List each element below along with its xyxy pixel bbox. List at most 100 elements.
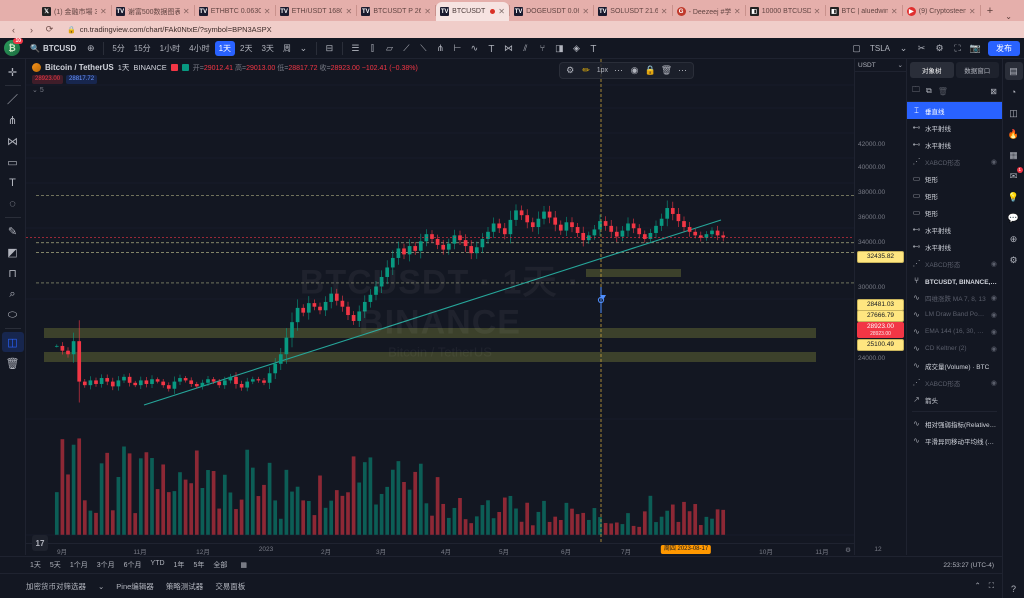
eye-icon[interactable]: ◉ <box>990 345 997 353</box>
close-icon[interactable]: ✕ <box>582 7 590 16</box>
gann-icon[interactable]: ◈ <box>572 42 580 53</box>
lock-icon[interactable]: ⌕ <box>9 287 16 300</box>
annotation-icon[interactable]: T <box>9 177 16 189</box>
eye-icon[interactable]: ◉ <box>990 379 997 387</box>
range-button-6个月[interactable]: 6个月 <box>123 562 142 569</box>
object-tree-item[interactable]: ▭ 矩形 <box>907 170 1002 187</box>
brush-icon[interactable]: ✎ <box>7 225 18 238</box>
fullscreen-icon[interactable]: ⛶ <box>954 42 961 53</box>
price-scale[interactable]: USDT ⌄ 42000.00 40000.00 38000.00 36000.00 3… <box>854 59 906 555</box>
object-tree-item[interactable]: ∿ EMA 144 (16, 30, 60, 100…◉ <box>907 323 1002 340</box>
dash-icon[interactable]: ⋯ <box>614 65 623 75</box>
close-icon[interactable]: ✕ <box>968 7 976 16</box>
bottom-tab-0[interactable]: 加密货币对筛选器 <box>26 581 86 591</box>
annotation-icon[interactable]: Ｔ <box>588 43 598 54</box>
eye-icon[interactable]: ◉ <box>990 294 997 302</box>
line-width-label[interactable]: 1px <box>596 67 608 74</box>
templates-icon[interactable]: ⫿ <box>370 42 374 53</box>
object-tree-item[interactable]: ∿ 平滑异同移动平均线 (0, 34, close, 5, … <box>907 432 1002 449</box>
help-icon[interactable]: ? <box>1010 584 1016 594</box>
eye-icon[interactable]: ◉ <box>630 65 639 75</box>
candlestick-icon[interactable]: ⊟ <box>325 42 334 53</box>
timeframe-5分[interactable]: 5分 <box>112 43 125 53</box>
data-window-icon[interactable]: ◫ <box>1009 107 1018 118</box>
close-icon[interactable]: ✕ <box>498 7 505 16</box>
forward-button[interactable]: › <box>30 24 33 35</box>
browser-tab[interactable]: 𝕏(1) 金融市場 36)✕ <box>38 2 111 21</box>
more-icon[interactable]: ⋯ <box>678 65 687 75</box>
collapse-icon[interactable]: ⊠ <box>990 86 997 96</box>
timeframe-3天[interactable]: 3天 <box>261 43 274 53</box>
ideas-icon[interactable]: 💡 <box>1007 191 1020 202</box>
close-icon[interactable]: ✕ <box>813 7 821 16</box>
reload-button[interactable]: ⟳ <box>45 24 54 34</box>
tab-list-caret-icon[interactable]: ⌄ <box>1005 12 1012 21</box>
curve-icon[interactable]: ∿ <box>470 42 479 53</box>
eye-icon[interactable]: ◉ <box>990 328 997 336</box>
close-icon[interactable]: ✕ <box>733 7 741 16</box>
bottom-tab-3[interactable]: 交易面板 <box>215 581 246 591</box>
symbol-search-button[interactable]: 🔍 BTCUSD <box>24 42 82 55</box>
lines-icon[interactable]: ⟍ <box>420 42 427 53</box>
watchlist-icon[interactable]: ▤ <box>1004 62 1023 80</box>
trash-icon[interactable]: 🗑 <box>937 86 948 96</box>
chevron-down-icon[interactable]: ⌄ <box>897 62 903 69</box>
new-group-icon[interactable]: 🗀 <box>912 85 920 94</box>
pencil-icon[interactable]: ✏ <box>582 65 590 75</box>
close-icon[interactable]: ✕ <box>182 7 190 16</box>
range-button-5天[interactable]: 5天 <box>49 562 61 569</box>
close-icon[interactable]: ✕ <box>99 7 107 16</box>
pattern-icon[interactable]: ⋈ <box>503 42 513 53</box>
trash-icon[interactable]: 🗑 <box>660 65 673 75</box>
range-button-5年[interactable]: 5年 <box>193 562 205 569</box>
tradingview-logo-icon[interactable]: ₿ 10 <box>4 38 23 56</box>
chart-area[interactable]: BTCUSDT · 1天 · BINANCE Bitcoin / TetherU… <box>26 59 854 555</box>
gear-icon[interactable]: ⚙ <box>566 65 575 75</box>
back-button[interactable]: ‹ <box>12 24 15 35</box>
eye-icon[interactable]: ⬭ <box>7 308 18 321</box>
hotlist-icon[interactable]: 🔥 <box>1007 128 1020 139</box>
range-button-全部[interactable]: 全部 <box>213 562 228 569</box>
timeframe-caret-icon[interactable]: ⌄ <box>299 42 308 53</box>
gear-icon[interactable]: ⚙ <box>935 42 944 53</box>
object-tree-item[interactable]: ⊷ 水平射线 <box>907 119 1002 136</box>
panel-tab-对象树[interactable]: 对象树 <box>910 62 954 78</box>
object-tree-icon[interactable]: ◫ <box>1 332 24 352</box>
expand-icon[interactable]: ⛶ <box>988 581 994 590</box>
crosshair-icon[interactable]: ✛ <box>7 66 18 79</box>
pattern-icon[interactable]: ⋈ <box>7 135 18 148</box>
news-icon[interactable]: ✉ 1 <box>1009 167 1023 181</box>
arrows-icon[interactable]: ⟋ <box>403 42 410 53</box>
magnet-icon[interactable]: ⊓ <box>8 267 17 280</box>
object-tree-item[interactable]: ⊷ 水平射线 <box>907 221 1002 238</box>
ruler-icon[interactable]: ⊢ <box>453 42 462 53</box>
eye-icon[interactable]: ◉ <box>990 158 997 166</box>
object-tree-item[interactable]: ⊷ 水平射线 <box>907 136 1002 153</box>
calendar-icon[interactable]: ▦ <box>1009 149 1018 160</box>
chevron-down-icon[interactable]: ⌄ <box>98 581 105 591</box>
browser-tab[interactable]: ◧10000 BTCUSD…✕ <box>746 2 825 21</box>
camera-icon[interactable]: 📷 <box>969 42 982 53</box>
object-tree-item[interactable]: ⌶ 垂直线 <box>907 102 1002 119</box>
layout-icon[interactable]: ▢ <box>852 42 861 53</box>
chevron-down-icon[interactable]: ⌄ <box>899 42 908 53</box>
scissors-icon[interactable]: ✂ <box>917 42 926 53</box>
new-tab-button[interactable]: + <box>986 4 994 17</box>
object-tree-item[interactable]: ▭ 矩形 <box>907 187 1002 204</box>
timeframe-1天[interactable]: 1天 <box>214 40 236 56</box>
calendar-icon[interactable]: ▦ <box>240 562 247 569</box>
pitchfork-icon[interactable]: ⑂ <box>539 43 546 53</box>
object-tree-item[interactable]: ⋰ XABCD形态 ◉ <box>907 153 1002 170</box>
range-button-1个月[interactable]: 1个月 <box>69 562 88 569</box>
bottom-tab-2[interactable]: 策略测试器 <box>165 581 204 591</box>
trash-icon[interactable]: 🗑 <box>5 357 20 370</box>
fib-icon[interactable]: ⋔ <box>436 42 445 53</box>
timeframe-15分[interactable]: 15分 <box>133 43 151 53</box>
browser-tab[interactable]: ▶(9) Cryptosteen…✕ <box>903 2 980 21</box>
